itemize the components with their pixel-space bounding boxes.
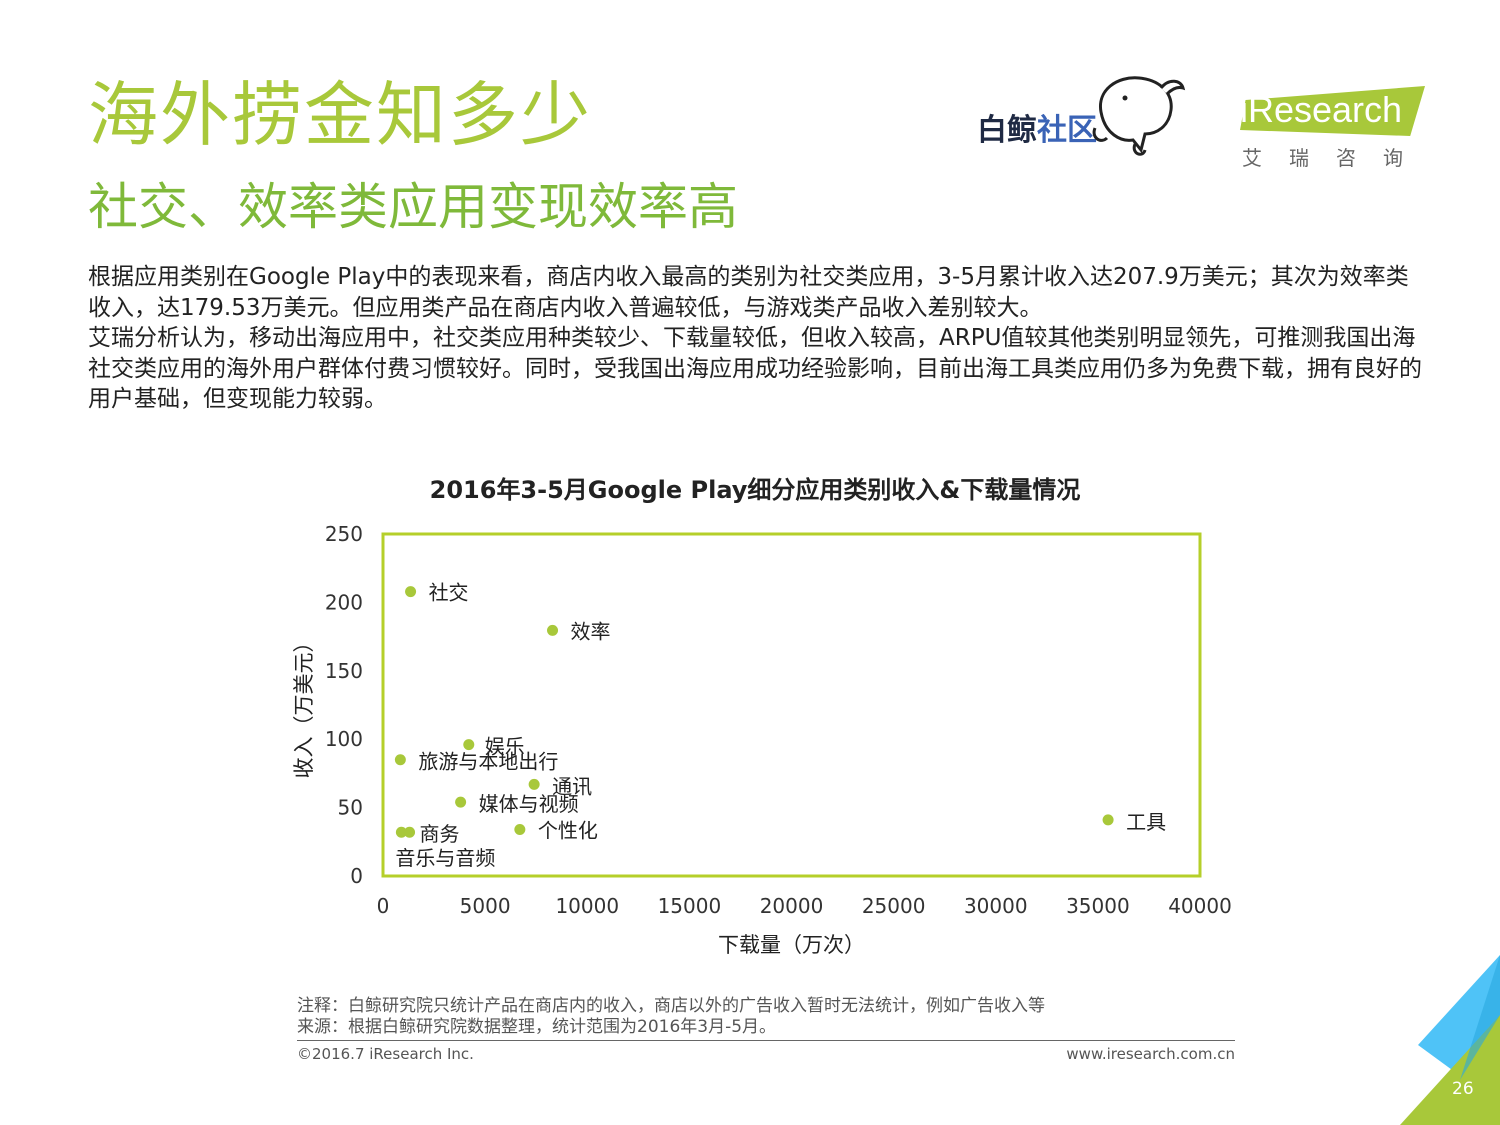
scatter-point xyxy=(404,826,416,838)
point-label: 媒体与视频 xyxy=(479,792,579,816)
body-text: 根据应用类别在Google Play中的表现来看，商店内收入最高的类别为社交类应… xyxy=(88,262,1428,415)
point-label: 商务 xyxy=(420,822,460,846)
point-label: 通讯 xyxy=(552,774,592,798)
x-axis-label: 下载量（万次） xyxy=(718,933,865,957)
x-tick-label: 10000 xyxy=(555,894,619,918)
x-tick-label: 30000 xyxy=(964,894,1028,918)
y-tick-label: 0 xyxy=(350,864,363,888)
baijing-logo-text-part1: 白鲸 xyxy=(977,113,1037,148)
chart-title: 2016年3-5月Google Play细分应用类别收入&下载量情况 xyxy=(429,476,1081,504)
x-tick-label: 35000 xyxy=(1066,894,1130,918)
x-tick-label: 20000 xyxy=(760,894,824,918)
baijing-logo: 白鲸社区 xyxy=(975,72,1195,162)
chart-note: 注释：白鲸研究院只统计产品在商店内的收入，商店以外的广告收入暂时无法统计，例如广… xyxy=(297,996,1045,1016)
scatter-point xyxy=(547,624,559,636)
website-link[interactable]: www.iresearch.com.cn xyxy=(1066,1045,1235,1063)
page-subtitle: 社交、效率类应用变现效率高 xyxy=(88,178,738,236)
baijing-logo-text: 白鲸社区 xyxy=(977,116,1097,146)
scatter-point xyxy=(463,739,475,751)
x-tick-label: 0 xyxy=(377,894,390,918)
page-title: 海外捞金知多少 xyxy=(88,74,592,156)
scatter-point xyxy=(394,754,406,766)
iresearch-logo-wordmark: iResearch xyxy=(1240,89,1403,130)
point-label: 音乐与音频 xyxy=(395,846,495,870)
x-tick-label: 25000 xyxy=(862,894,926,918)
chart-notes: 注释：白鲸研究院只统计产品在商店内的收入，商店以外的广告收入暂时无法统计，例如广… xyxy=(297,996,1045,1038)
scatter-point xyxy=(395,826,407,838)
y-tick-label: 200 xyxy=(325,590,363,614)
plot-frame xyxy=(381,532,1202,878)
paragraph-2: 艾瑞分析认为，移动出海应用中，社交类应用种类较少、下载量较低，但收入较高，ARP… xyxy=(88,325,1422,412)
y-tick-label: 100 xyxy=(325,727,363,751)
y-axis-label: 收入（万美元） xyxy=(292,632,316,779)
point-label: 社交 xyxy=(429,581,469,605)
scatter-point xyxy=(528,778,540,790)
point-label: 个性化 xyxy=(538,818,598,842)
page-number: 26 xyxy=(1452,1079,1474,1099)
point-label: 娱乐 xyxy=(485,735,525,759)
scatter-point xyxy=(514,823,526,835)
chart-source: 来源：根据白鲸研究院数据整理，统计范围为2016年3月-5月。 xyxy=(297,1017,777,1037)
point-label: 效率 xyxy=(571,619,611,643)
paragraph-1: 根据应用类别在Google Play中的表现来看，商店内收入最高的类别为社交类应… xyxy=(88,264,1409,321)
x-tick-label: 40000 xyxy=(1168,894,1232,918)
point-label: 工具 xyxy=(1126,810,1166,834)
iresearch-logo-chinese: 艾瑞咨询 xyxy=(1242,146,1430,170)
y-tick-label: 250 xyxy=(325,522,363,546)
whale-mascot-icon xyxy=(1092,76,1186,156)
iresearch-logo: iResearch 艾瑞咨询 xyxy=(1240,78,1430,174)
y-tick-label: 150 xyxy=(325,659,363,683)
scatter-point xyxy=(455,796,467,808)
copyright: ©2016.7 iResearch Inc. xyxy=(297,1045,474,1063)
corner-decoration xyxy=(1400,955,1500,1125)
point-label: 旅游与本地出行 xyxy=(418,750,558,774)
x-tick-label: 5000 xyxy=(460,894,511,918)
x-tick-label: 15000 xyxy=(658,894,722,918)
y-tick-label: 50 xyxy=(338,796,363,820)
footer-divider xyxy=(297,1040,1235,1041)
scatter-point xyxy=(405,586,417,598)
scatter-point xyxy=(1102,814,1114,826)
baijing-logo-text-part2: 社区 xyxy=(1037,113,1097,148)
